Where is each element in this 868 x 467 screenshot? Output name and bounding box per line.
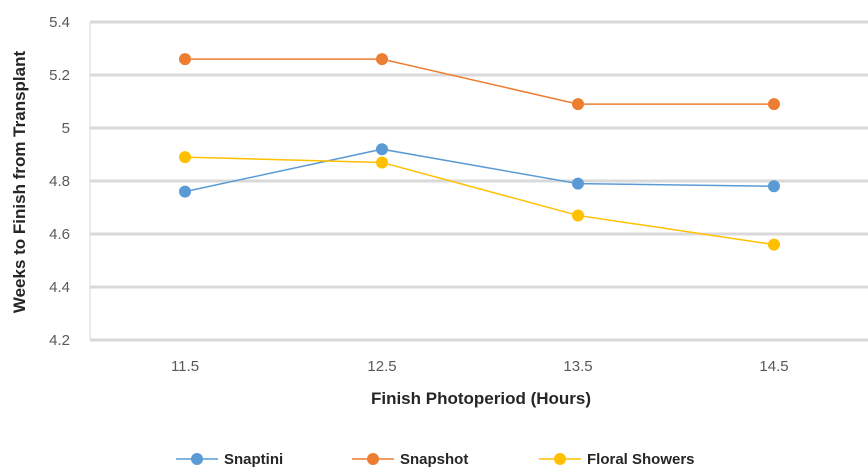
x-tick-labels: 11.5 12.5 13.5 14.5 [171,358,789,375]
series-snaptini [179,143,780,198]
data-point [376,53,388,66]
data-point [179,185,191,198]
x-tick-label: 14.5 [759,358,788,375]
legend-marker [191,453,203,465]
y-tick-label: 4.6 [49,226,70,243]
y-axis-title: Weeks to Finish from Transplant [10,51,29,314]
data-point [768,98,780,111]
y-tick-label: 4.2 [49,332,70,349]
data-point [179,53,191,66]
legend-item: Snapshot [352,451,468,467]
data-point [572,177,584,190]
legend: Snaptini Snapshot Floral Showers [176,451,695,467]
legend-label: Snapshot [400,451,468,467]
series-line [185,58,774,105]
series-floral-showers [179,151,780,251]
y-tick-labels: 4.2 4.4 4.6 4.8 5 5.2 5.4 [49,14,70,349]
data-point [768,238,780,251]
series-line [184,148,775,193]
legend-label: Floral Showers [587,451,695,467]
gridlines [90,20,868,342]
data-point [572,98,584,111]
y-tick-label: 4.8 [49,173,70,190]
y-tick-label: 5.4 [49,14,70,31]
y-tick-label: 5 [62,120,70,137]
data-point [572,209,584,222]
legend-item: Snaptini [176,451,283,467]
legend-label: Snaptini [224,451,283,467]
y-tick-label: 5.2 [49,67,70,84]
y-tick-label: 4.4 [49,279,70,296]
x-tick-label: 11.5 [171,358,199,375]
x-tick-label: 13.5 [563,358,592,375]
data-point [179,151,191,164]
x-axis-title: Finish Photoperiod (Hours) [371,389,591,408]
series-snapshot [179,53,780,111]
data-point [768,180,780,193]
data-point [376,143,388,156]
x-tick-label: 12.5 [367,358,396,375]
legend-marker [554,453,566,465]
legend-marker [367,453,379,465]
series-line [184,156,775,246]
legend-item: Floral Showers [539,451,695,467]
data-point [376,156,388,169]
series [179,53,780,251]
